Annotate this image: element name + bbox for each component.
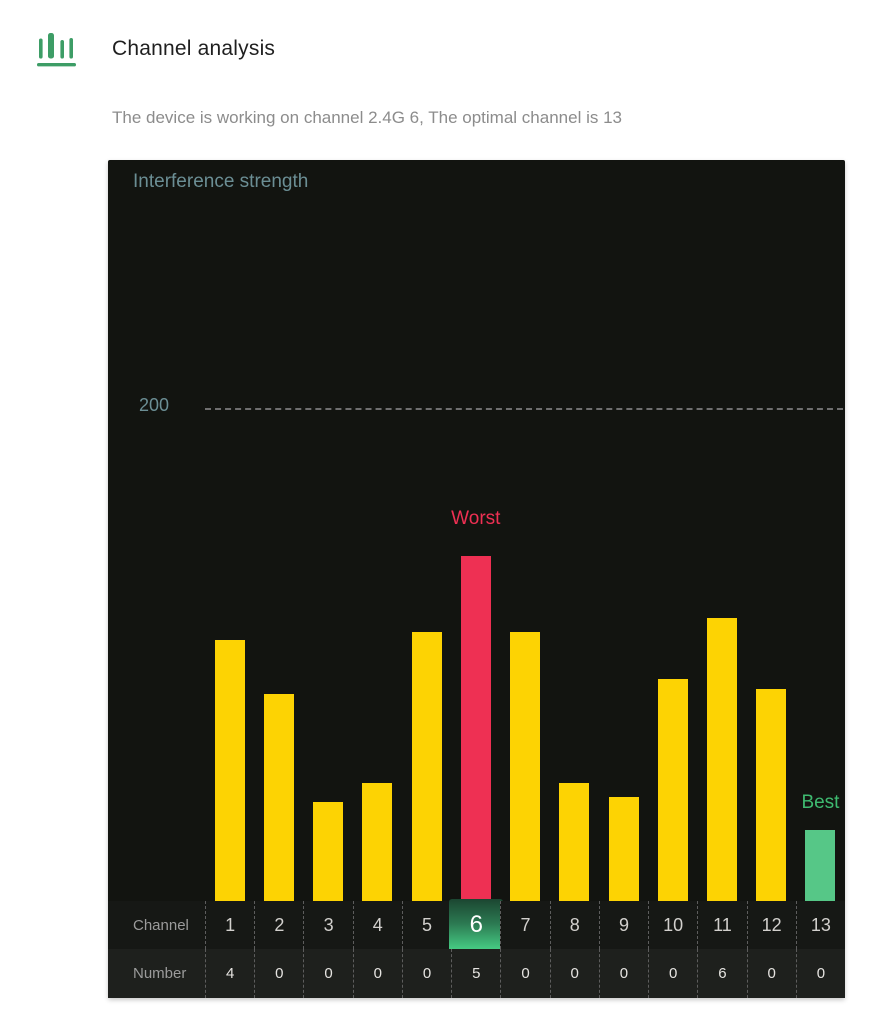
number-cell-10: 0 — [648, 949, 698, 998]
bar-chart-icon — [37, 33, 76, 67]
bar-column-11 — [697, 160, 746, 901]
channel-cell-8: 8 — [549, 901, 599, 949]
channel-value: 6 — [469, 911, 483, 938]
best-label: Best — [801, 792, 840, 813]
bar-column-13: Best — [796, 160, 845, 901]
number-value: 0 — [324, 965, 333, 982]
channel-value: 9 — [618, 914, 629, 935]
channel-value: 12 — [761, 914, 782, 935]
bar-column-4 — [353, 160, 402, 901]
bar-column-10 — [648, 160, 697, 901]
channel-2-bar — [263, 694, 294, 901]
channel-6-bar — [460, 556, 491, 901]
number-cell-1: 4 — [205, 949, 255, 998]
channel-13-bar — [805, 830, 836, 901]
channel-value: 10 — [663, 914, 684, 935]
channel-value: 11 — [713, 914, 732, 935]
channel-3-bar — [313, 802, 344, 901]
number-cell-6: 5 — [451, 949, 501, 998]
channel-12-bar — [756, 689, 787, 901]
channel-table: Channel Number 1 2 3 4 5 6 7 8 9 10 11 12 13 4 0 0 0 0 5 0 0… — [108, 899, 845, 998]
threshold-dashed-line — [205, 408, 843, 410]
channel-10-bar — [657, 679, 688, 901]
bar-column-3 — [303, 160, 352, 901]
number-value: 0 — [767, 965, 776, 982]
bars-row: Worst Best — [205, 160, 845, 901]
bar-column-7 — [500, 160, 549, 901]
number-cell-2: 0 — [254, 949, 304, 998]
channel-7-bar — [510, 632, 541, 901]
number-cell-5: 0 — [401, 949, 452, 998]
channel-value: 2 — [274, 914, 285, 935]
channel-1-bar — [214, 640, 245, 901]
channel-cell-11: 11 — [697, 901, 747, 949]
bar-column-8 — [550, 160, 599, 901]
channel-cell-9: 9 — [598, 901, 649, 949]
channel-value: 13 — [810, 914, 831, 935]
channel-value: 7 — [520, 914, 531, 935]
number-value: 0 — [669, 965, 678, 982]
bar-column-2 — [254, 160, 303, 901]
channel-row-label: Channel — [108, 901, 205, 949]
chart-title: Interference strength — [133, 171, 309, 192]
threshold-label: 200 — [139, 395, 170, 415]
channel-cell-7: 7 — [500, 901, 550, 949]
channel-value: 3 — [323, 914, 334, 935]
channel-4-bar — [362, 783, 393, 901]
channel-9-bar — [608, 797, 639, 901]
number-value: 0 — [521, 965, 530, 982]
channel-cell-1: 1 — [205, 901, 255, 949]
channel-cell-2: 2 — [254, 901, 304, 949]
number-cell-4: 0 — [352, 949, 402, 998]
channel-cell-4: 4 — [352, 901, 402, 949]
number-value: 0 — [275, 965, 284, 982]
channel-cell-12: 12 — [746, 901, 796, 949]
number-value: 0 — [373, 965, 382, 982]
worst-label: Worst — [451, 508, 501, 529]
channel-cell-13: 13 — [795, 901, 845, 949]
channel-5-bar — [411, 632, 442, 901]
channel-value: 1 — [225, 914, 236, 935]
number-row-label: Number — [108, 949, 205, 998]
channel-value: 5 — [422, 914, 433, 935]
bar-column-5 — [402, 160, 451, 901]
page-subtitle: The device is working on channel 2.4G 6,… — [112, 108, 622, 127]
number-value: 4 — [225, 965, 235, 982]
number-cell-8: 0 — [549, 949, 599, 998]
number-cell-11: 6 — [697, 949, 747, 998]
number-value: 0 — [619, 965, 629, 982]
current-channel-highlight — [449, 899, 504, 954]
channel-cell-6: 6 — [449, 899, 504, 954]
channel-cell-3: 3 — [303, 901, 353, 949]
number-cell-12: 0 — [746, 949, 796, 998]
number-value: 5 — [472, 965, 481, 982]
channel-cell-5: 5 — [401, 901, 452, 949]
number-cell-9: 0 — [598, 949, 649, 998]
bar-column-9 — [599, 160, 648, 901]
number-cell-3: 0 — [303, 949, 353, 998]
interference-chart-panel: Interference strength 200 Worst Best Chan… — [108, 160, 845, 998]
channel-value: 4 — [372, 914, 383, 935]
bar-column-6: Worst — [451, 160, 500, 901]
channel-11-bar — [706, 618, 737, 901]
bar-column-12 — [747, 160, 796, 901]
number-cell-7: 0 — [500, 949, 550, 998]
number-value: 0 — [816, 965, 826, 982]
number-value: 6 — [718, 965, 727, 982]
channel-value: 8 — [569, 914, 580, 935]
number-value: 0 — [570, 965, 579, 982]
number-value: 0 — [422, 965, 432, 982]
channel-cell-10: 10 — [648, 901, 698, 949]
bar-column-1 — [205, 160, 254, 901]
number-cell-13: 0 — [795, 949, 845, 998]
page-title: Channel analysis — [112, 37, 276, 60]
channel-8-bar — [559, 783, 590, 901]
